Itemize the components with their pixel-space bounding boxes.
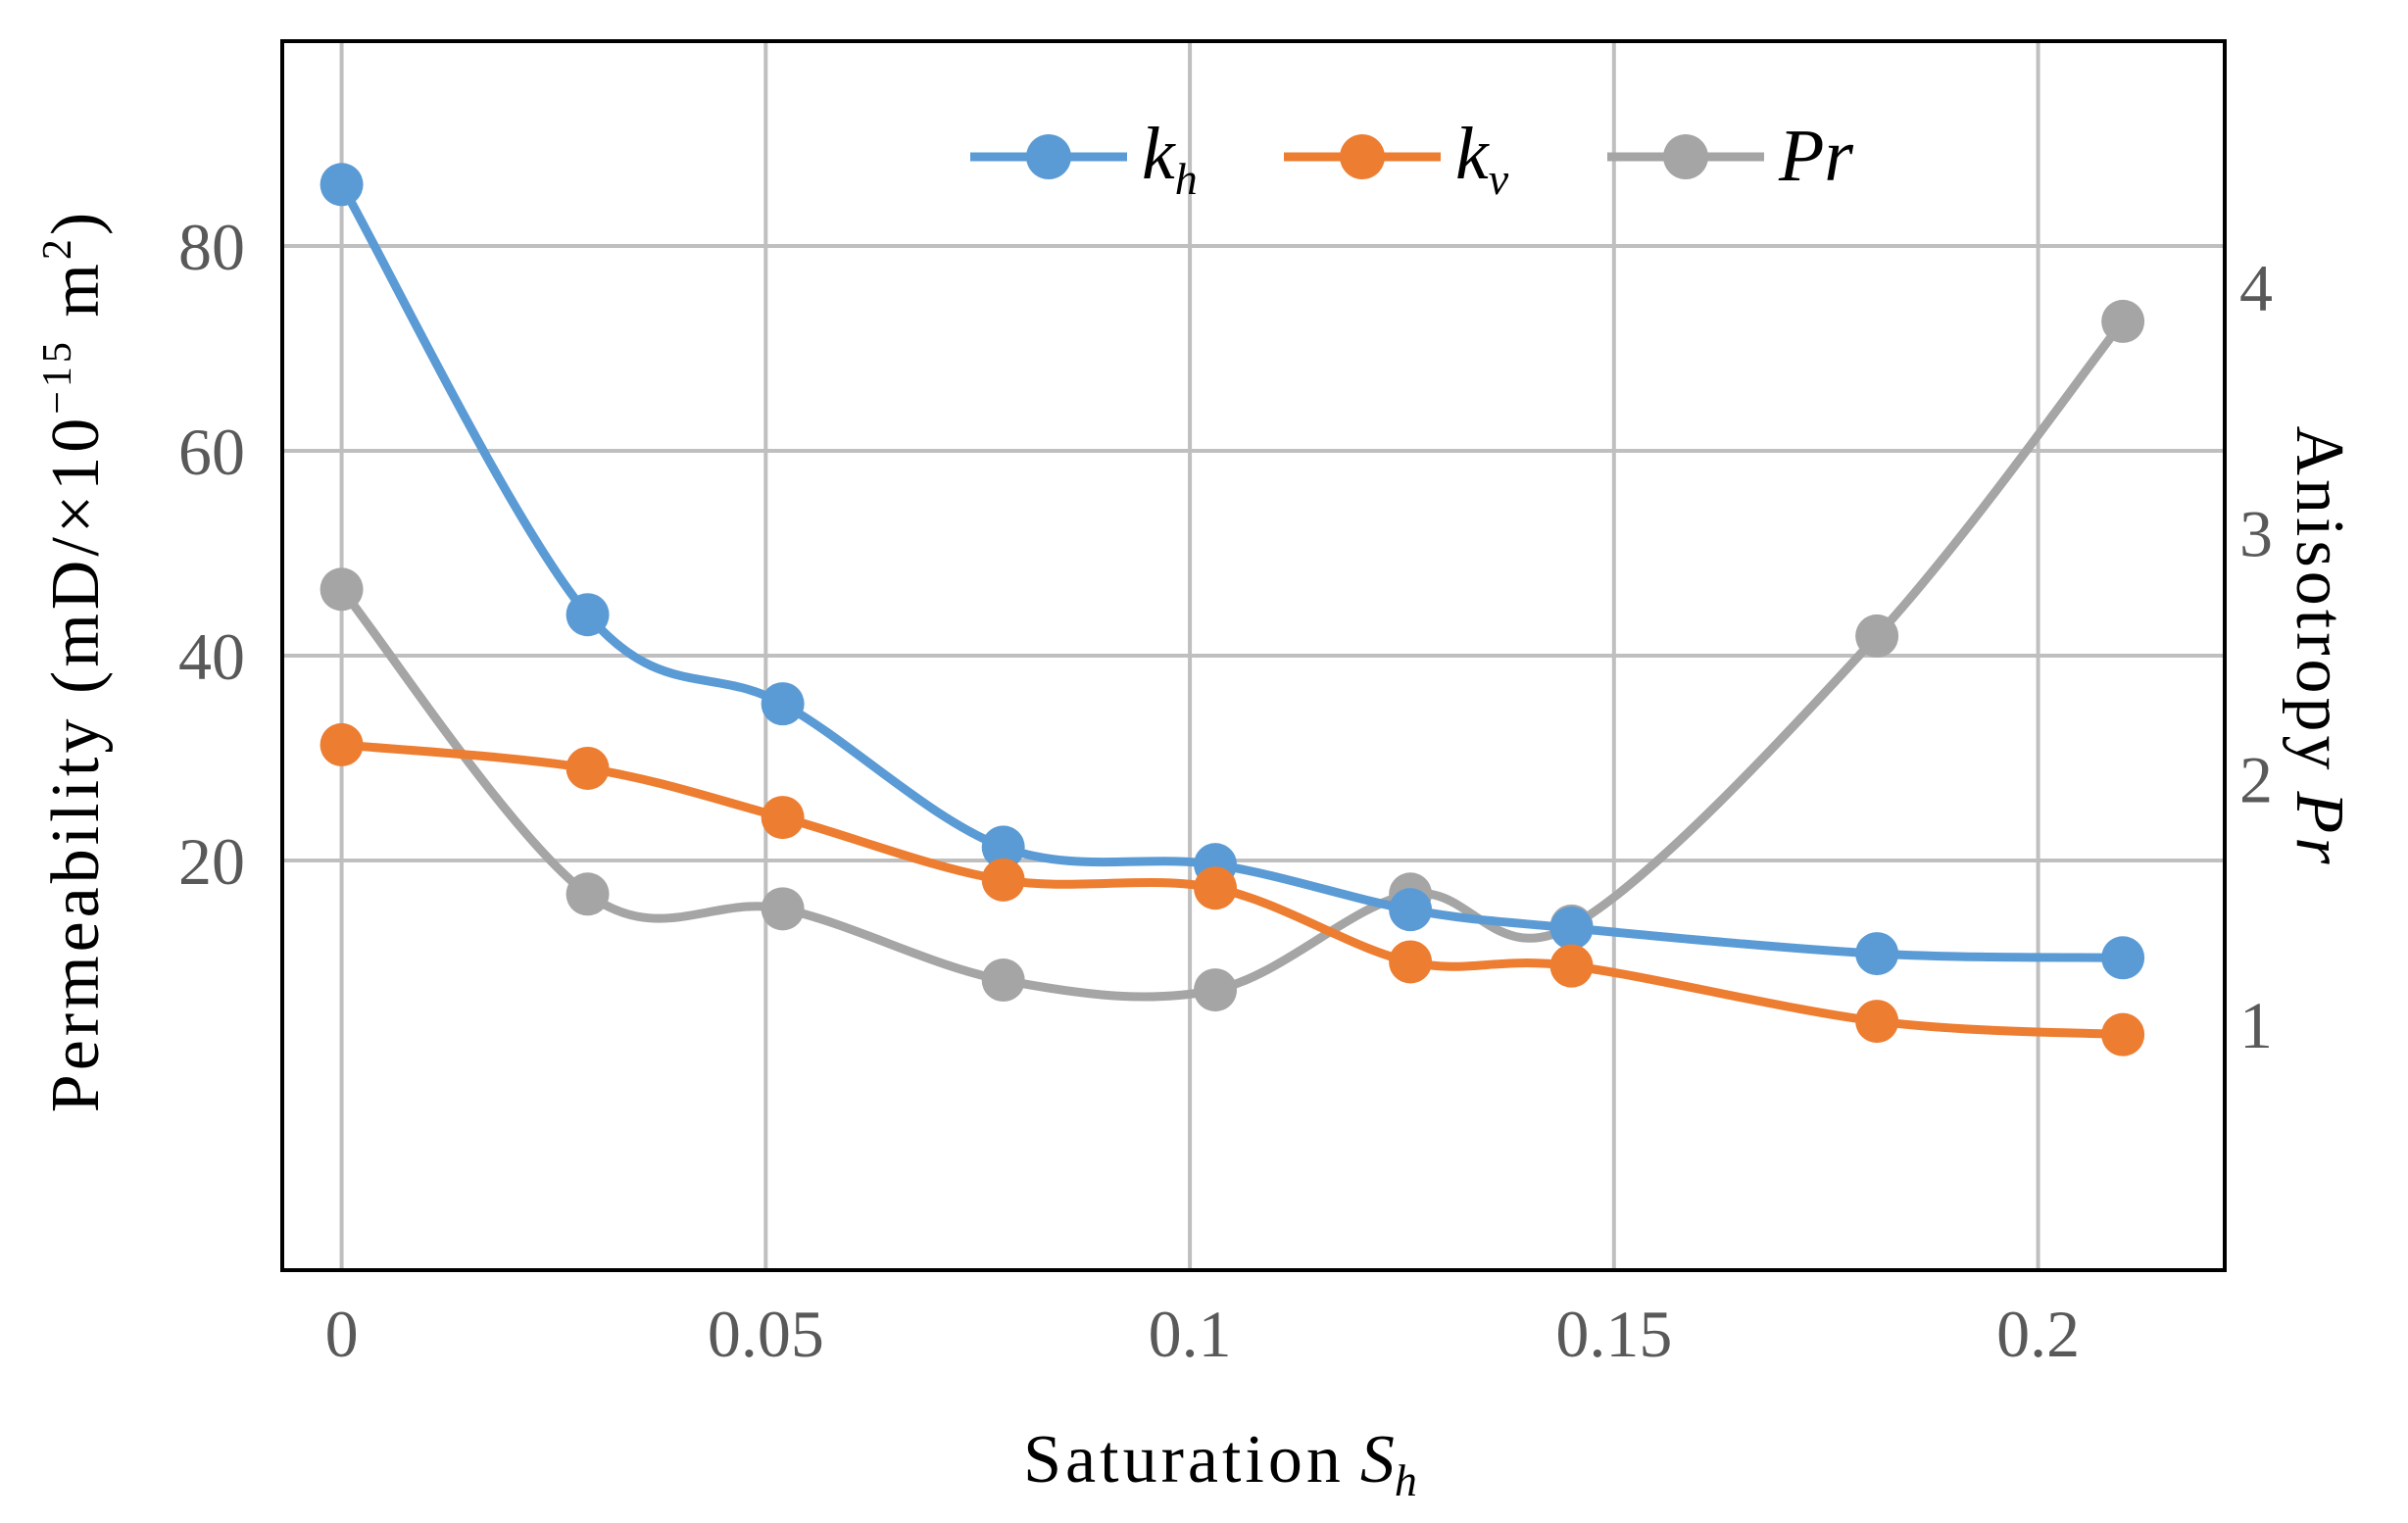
data-point-kh [565, 593, 610, 637]
legend-kv-name: k [1455, 113, 1490, 195]
series-pr-line [337, 317, 2128, 1002]
data-point-kv [761, 796, 805, 840]
legend-item-kv: kv [1284, 113, 1509, 204]
gridlines [282, 41, 2225, 1270]
data-point-pr [565, 872, 610, 916]
legend-pr-name: Pr [1778, 115, 1853, 197]
data-point-pr [761, 887, 805, 931]
legend-kh-sub: h [1175, 154, 1198, 204]
left-y-axis-title: Permeability (mD/×10−15 m2) [35, 209, 114, 1112]
legend-kv-sub: v [1489, 154, 1509, 204]
left-y-tick-label: 80 [178, 210, 245, 284]
data-point-pr [319, 567, 364, 612]
x-axis-title: Saturation Sh [1023, 1422, 1417, 1505]
right-y-axis-title: Anisotropy Pr [2282, 426, 2357, 868]
right-y-tick-label: 2 [2239, 742, 2273, 816]
left-y-tick-label: 40 [178, 619, 245, 694]
left-y-axis-ticks: 20 40 60 80 [178, 210, 245, 899]
x-axis-ticks: 0 0.05 0.1 0.15 0.2 [325, 1297, 2081, 1371]
plot-area-border [280, 39, 2227, 1272]
data-point-pr [981, 958, 1025, 1003]
left-y-axis-title-sup2: 2 [35, 235, 80, 260]
data-point-kv [981, 858, 1025, 902]
left-y-tick-label: 60 [178, 415, 245, 489]
right-y-tick-label: 1 [2239, 988, 2273, 1062]
legend: kh kv Pr [970, 113, 1853, 204]
series-layer [319, 163, 2145, 1056]
right-y-axis-title-main: Anisotropy [2282, 426, 2357, 774]
x-tick-label: 0 [325, 1297, 359, 1371]
x-tick-label: 0.15 [1555, 1297, 1672, 1371]
data-point-kv [1549, 944, 1594, 988]
series-kh [319, 163, 2145, 980]
legend-item-pr: Pr [1607, 115, 1853, 197]
left-y-axis-title-pre: Permeability (mD/×10 [38, 415, 114, 1112]
data-point-kv [1389, 940, 1433, 984]
legend-pr-marker [1663, 134, 1708, 179]
legend-pr-label: Pr [1778, 115, 1853, 197]
data-point-kh [761, 682, 805, 726]
legend-item-kh: kh [970, 113, 1198, 204]
legend-kh-name: k [1142, 113, 1176, 195]
left-y-axis-title-post: ) [38, 209, 114, 235]
data-point-kh [981, 825, 1025, 869]
x-tick-label: 0.05 [708, 1297, 824, 1371]
x-axis-title-sub: h [1395, 1455, 1417, 1505]
right-y-tick-label: 4 [2239, 251, 2273, 325]
data-point-kv [1194, 866, 1238, 910]
data-point-kh [1549, 906, 1594, 950]
left-y-axis-title-sup: −15 [35, 338, 80, 415]
series-kv [319, 722, 2145, 1056]
legend-kh-label: kh [1142, 113, 1198, 204]
data-point-pr [2101, 299, 2145, 343]
data-point-kv [1855, 1000, 1899, 1044]
left-y-axis-title-mid: m [38, 260, 114, 338]
x-axis-title-var: S [1360, 1422, 1395, 1498]
data-point-kh [319, 163, 364, 207]
data-point-pr [1855, 614, 1899, 658]
left-y-tick-label: 20 [178, 824, 245, 899]
right-y-axis-ticks: 1 2 3 4 [2239, 251, 2273, 1062]
data-point-kv [565, 746, 610, 790]
right-y-tick-label: 3 [2239, 497, 2273, 571]
x-tick-label: 0.1 [1149, 1297, 1232, 1371]
x-tick-label: 0.2 [1996, 1297, 2080, 1371]
data-point-kv [319, 722, 364, 766]
legend-kv-label: kv [1455, 113, 1509, 204]
data-point-pr [1194, 968, 1238, 1012]
data-point-kh [2101, 936, 2145, 980]
data-point-kv [2101, 1012, 2145, 1056]
right-y-axis-title-var: Pr [2282, 791, 2357, 868]
data-point-kh [1389, 888, 1433, 932]
legend-kv-marker [1340, 134, 1385, 179]
x-axis-title-main: Saturation [1023, 1422, 1345, 1498]
data-point-kh [1855, 932, 1899, 976]
legend-kh-marker [1026, 134, 1071, 179]
